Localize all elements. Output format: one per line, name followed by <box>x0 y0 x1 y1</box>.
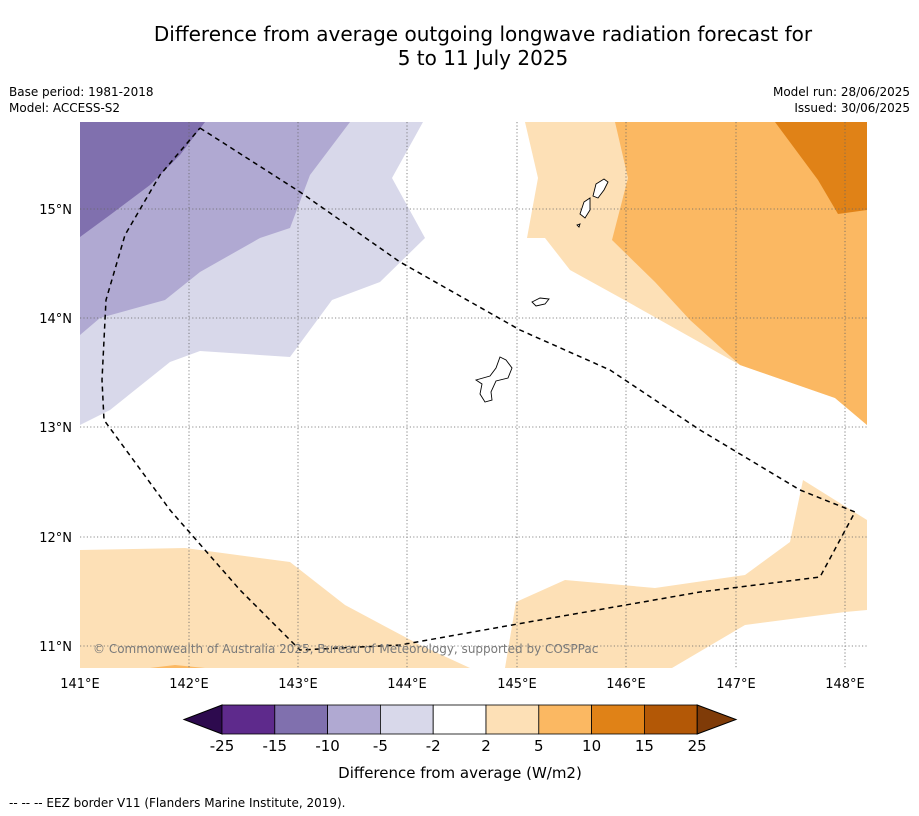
latitude-labels: 15°N 14°N 13°N 12°N 11°N <box>39 203 72 655</box>
contour-plus-2-south <box>80 548 470 668</box>
footer-legend: -- -- -- EEZ border V11 (Flanders Marine… <box>9 796 346 810</box>
colorbar-tick: 2 <box>481 737 491 755</box>
colorbar-segment <box>591 704 645 735</box>
latitude-label: 15°N <box>39 203 72 218</box>
colorbar-tick: 5 <box>534 737 544 755</box>
colorbar-segment <box>644 704 698 735</box>
model-name: Model: ACCESS-S2 <box>9 101 121 115</box>
colorbar-segment <box>221 704 276 735</box>
colorbar-segment <box>432 704 487 735</box>
colorbar-label: Difference from average (W/m2) <box>338 764 582 782</box>
latitude-label: 11°N <box>39 640 72 655</box>
model-run: Model run: 28/06/2025 <box>772 85 910 99</box>
map-area: © Commonwealth of Australia 2025, Bureau… <box>80 122 867 668</box>
aguijan-island <box>576 223 581 228</box>
colorbar-segment <box>485 704 540 735</box>
colorbar: -25 -15 -10 -5 -2 2 5 10 15 25 <box>182 704 738 755</box>
guam-island <box>474 356 513 403</box>
graticule <box>80 122 867 668</box>
rota-island <box>531 297 550 307</box>
colorbar-tick: 15 <box>635 737 654 755</box>
longitude-label: 147°E <box>716 677 756 692</box>
saipan-island <box>592 178 609 199</box>
longitude-label: 148°E <box>825 677 865 692</box>
base-period: Base period: 1981-2018 <box>9 85 154 99</box>
longitude-label: 146°E <box>606 677 646 692</box>
copyright-notice: © Commonwealth of Australia 2025, Bureau… <box>93 642 598 656</box>
contour-plus-2-east <box>505 480 867 668</box>
colorbar-tick: 25 <box>688 737 707 755</box>
longitude-label: 141°E <box>60 677 100 692</box>
colorbar-tick: -2 <box>426 737 441 755</box>
tinian-island <box>579 197 591 219</box>
longitude-labels: 141°E 142°E 143°E 144°E 145°E 146°E 147°E 148°E <box>60 677 865 692</box>
colorbar-segment <box>379 704 434 735</box>
colorbar-segment <box>274 704 328 735</box>
longitude-label: 145°E <box>497 677 537 692</box>
meta-right: Model run: 28/06/2025 Issued: 30/06/2025 <box>773 84 910 116</box>
colorbar-tick: 10 <box>582 737 601 755</box>
colorbar-segment <box>538 704 592 735</box>
colorbar-tick: -15 <box>263 737 288 755</box>
eez-border <box>101 127 857 651</box>
latitude-label: 12°N <box>39 531 72 546</box>
contour-plus-5-patch <box>150 665 205 668</box>
contour-plus-5 <box>612 122 867 425</box>
colorbar-tick: -10 <box>315 737 340 755</box>
coastlines <box>474 178 609 403</box>
longitude-label: 143°E <box>278 677 318 692</box>
title-line-2: 5 to 11 July 2025 <box>397 46 569 70</box>
colorbar-arrow-low <box>182 704 223 735</box>
colorbar-tick: -5 <box>373 737 388 755</box>
issued-date: Issued: 30/06/2025 <box>794 101 910 115</box>
contour-minus-10 <box>80 122 205 237</box>
longitude-label: 142°E <box>169 677 209 692</box>
colorbar-tick: -25 <box>210 737 235 755</box>
latitude-label: 13°N <box>39 421 72 436</box>
colorbar-arrow-high <box>696 704 738 735</box>
meta-left: Base period: 1981-2018 Model: ACCESS-S2 <box>9 84 154 116</box>
map-title: Difference from average outgoing longwav… <box>60 22 906 70</box>
colorbar-segment <box>327 704 381 735</box>
contour-plus-10 <box>775 122 867 214</box>
latitude-label: 14°N <box>39 312 72 327</box>
title-line-1: Difference from average outgoing longwav… <box>153 22 813 46</box>
longitude-label: 144°E <box>387 677 427 692</box>
